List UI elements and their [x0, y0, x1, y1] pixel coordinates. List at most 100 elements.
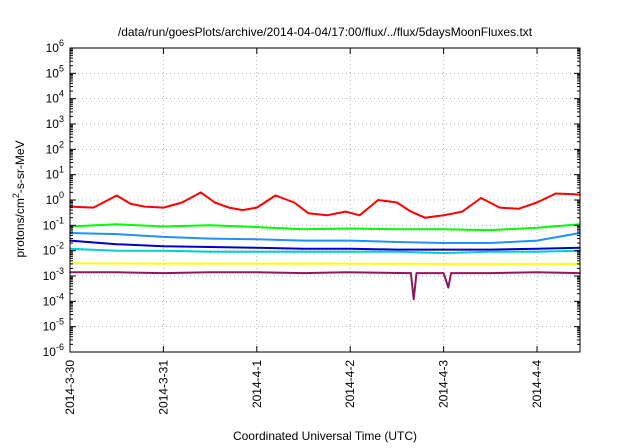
series-line-5 [69, 247, 581, 255]
series-4-point [349, 247, 352, 250]
x-tick-label: 2014-3-30 [63, 360, 77, 415]
series-6-point [349, 262, 352, 265]
series-1-point [326, 214, 328, 217]
series-1-point [536, 201, 538, 204]
series-1-point [498, 206, 501, 209]
series-3-point [489, 242, 492, 244]
series-1-point [344, 210, 347, 213]
series-1-point [307, 212, 310, 214]
series-7-point [536, 271, 538, 274]
series-7-point [302, 272, 305, 274]
series-3-point [536, 239, 538, 242]
series-line-6 [69, 262, 580, 265]
series-4-point [396, 248, 398, 251]
x-tick-labels: 2014-3-30 2014-3-31 2014-4-1 2014-4-2 2014-4… [63, 360, 544, 415]
series-1-point [181, 201, 183, 204]
series-1-point [129, 203, 132, 205]
series-1-point [228, 206, 230, 209]
series-1-point [242, 209, 244, 211]
x-tick-label: 2014-4-2 [343, 360, 357, 408]
series-2-point [162, 225, 165, 228]
series-1-point [424, 216, 426, 219]
series-4-point [209, 246, 211, 248]
series-5-point [396, 251, 398, 253]
series-1-point [442, 214, 445, 217]
series-1-point [554, 192, 557, 195]
series-4-point [115, 243, 118, 245]
x-axis-label: Coordinated Universal Time (UTC) [233, 429, 417, 443]
series-5-point [115, 249, 118, 252]
y-tick-label: 10-2 [43, 241, 64, 258]
series-6-point [536, 263, 538, 265]
series-5-point [349, 251, 352, 253]
series-6-point [162, 262, 165, 265]
series-4-point [302, 247, 305, 250]
series-5-point [489, 251, 492, 253]
series-1-point [200, 191, 202, 194]
series-7-point [450, 272, 452, 274]
series-3-point [255, 238, 258, 241]
series-3-point [442, 242, 445, 244]
series-7-point [412, 298, 415, 301]
y-axis-label: protons/cm2-s-sr-MeV [11, 140, 27, 257]
series-3-point [209, 237, 211, 240]
series-1-point [461, 210, 464, 213]
y-tick-label: 103 [46, 114, 64, 131]
series-7-point [115, 271, 118, 274]
y-tick-label: 102 [46, 139, 64, 156]
series-4-point [489, 248, 492, 251]
series-6-point [442, 263, 445, 265]
series-6-point [255, 262, 258, 265]
series-5-point [442, 252, 445, 254]
series-2-point [442, 228, 445, 231]
x-tick-label: 2014-3-31 [156, 360, 170, 415]
series-1-point [396, 201, 398, 204]
series-1-point [480, 197, 482, 199]
series-4-point [162, 245, 165, 247]
series-3-point [302, 239, 305, 242]
series-3-point [349, 239, 352, 242]
x-tick-label: 2014-4-3 [437, 360, 451, 408]
series-5-point [209, 251, 211, 253]
series-1-point [274, 194, 277, 197]
series-lines [69, 191, 581, 301]
series-4-point [442, 248, 445, 251]
series-line-1 [69, 191, 581, 219]
series-1-point [92, 206, 95, 209]
series-7-point [489, 272, 492, 274]
y-tick-labels: 10-6 10-5 10-4 10-3 10-2 10-1 100 101 102 103 104 1… [43, 38, 64, 359]
series-3-point [115, 233, 118, 235]
series-2-point [536, 227, 538, 229]
series-5-point [162, 249, 165, 252]
series-7-point [344, 271, 347, 274]
y-tick-label: 105 [46, 63, 64, 80]
y-tick-label: 10-4 [43, 291, 64, 308]
series-1-point [214, 201, 216, 204]
series-line-2 [69, 223, 581, 232]
series-1-point [573, 193, 576, 195]
series-2-point [115, 223, 118, 226]
series-1-point [410, 210, 412, 213]
series-line-7 [70, 271, 581, 301]
series-7-point [162, 272, 165, 274]
series-4-point [255, 247, 258, 249]
axis-ticks [69, 47, 580, 353]
series-line-3 [69, 232, 581, 244]
series-1-point [162, 206, 165, 209]
series-2-point [349, 227, 352, 230]
series-line-4 [69, 239, 581, 251]
series-7-point [255, 271, 258, 274]
series-5-point [302, 251, 305, 253]
x-tick-label: 2014-4-1 [250, 360, 264, 408]
y-tick-label: 100 [46, 190, 64, 207]
y-tick-label: 101 [46, 165, 64, 182]
series-2-point [396, 228, 398, 231]
series-1-point [358, 214, 361, 217]
series-4-point [536, 247, 538, 250]
series-1-point [115, 194, 118, 197]
series-1-point [255, 206, 258, 209]
x-tick-label: 2014-4-4 [530, 360, 544, 408]
y-tick-label: 104 [46, 89, 64, 106]
series-7-point [410, 272, 412, 274]
